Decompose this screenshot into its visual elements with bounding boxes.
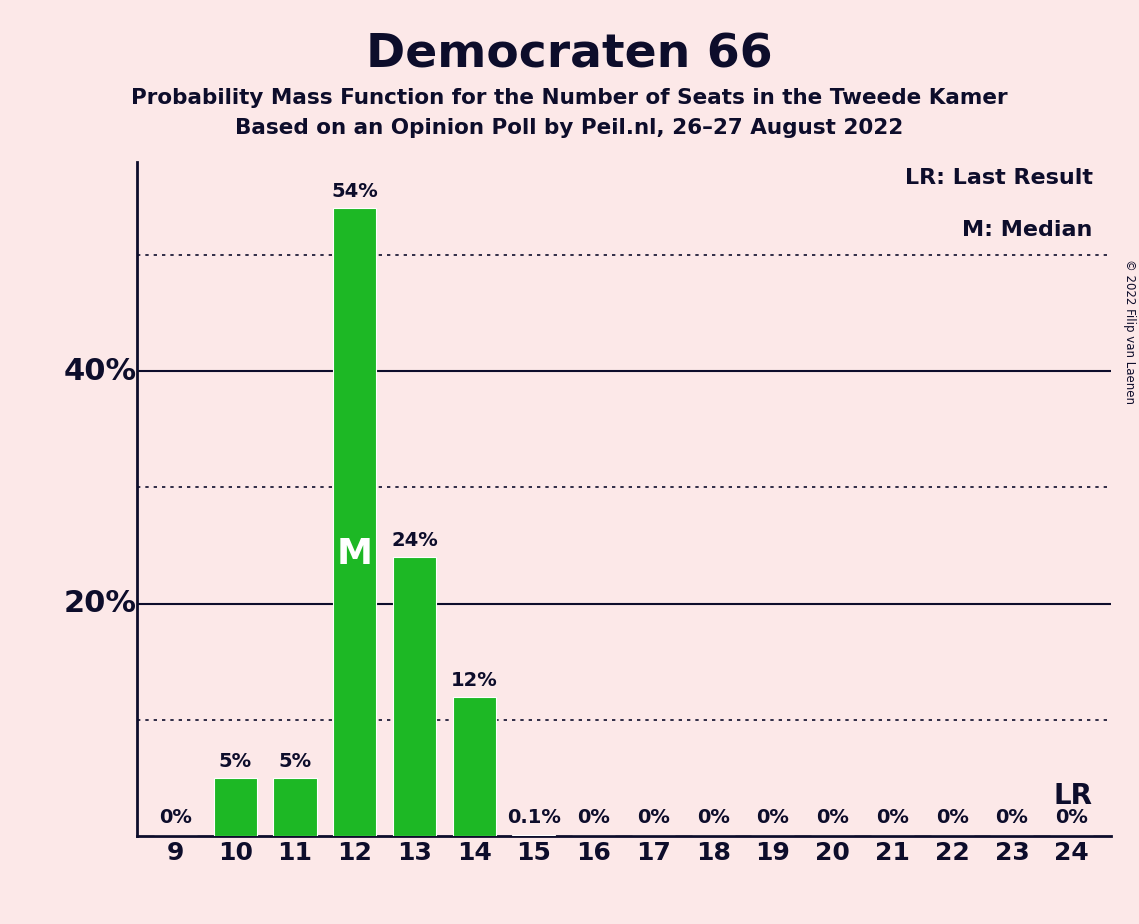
- Bar: [214, 778, 256, 836]
- Text: 0%: 0%: [995, 808, 1029, 827]
- Text: 54%: 54%: [331, 182, 378, 201]
- Text: 0%: 0%: [936, 808, 968, 827]
- Text: 24%: 24%: [391, 531, 437, 550]
- Text: 12%: 12%: [451, 671, 498, 689]
- Text: LR: LR: [1054, 782, 1092, 809]
- Text: Democraten 66: Democraten 66: [366, 32, 773, 78]
- Text: 5%: 5%: [219, 752, 252, 772]
- Text: 20%: 20%: [64, 590, 137, 618]
- Text: 0.1%: 0.1%: [507, 808, 560, 827]
- Text: LR: Last Result: LR: Last Result: [904, 167, 1092, 188]
- Bar: [393, 557, 436, 836]
- Text: Probability Mass Function for the Number of Seats in the Tweede Kamer: Probability Mass Function for the Number…: [131, 88, 1008, 108]
- Bar: [513, 835, 556, 836]
- Text: M: Median: M: Median: [962, 220, 1092, 240]
- Text: Based on an Opinion Poll by Peil.nl, 26–27 August 2022: Based on an Opinion Poll by Peil.nl, 26–…: [236, 118, 903, 139]
- Text: M: M: [337, 537, 372, 571]
- Text: 0%: 0%: [756, 808, 789, 827]
- Bar: [273, 778, 317, 836]
- Text: © 2022 Filip van Laenen: © 2022 Filip van Laenen: [1123, 259, 1137, 404]
- Text: 5%: 5%: [278, 752, 312, 772]
- Bar: [452, 697, 495, 836]
- Text: 0%: 0%: [876, 808, 909, 827]
- Text: 0%: 0%: [577, 808, 611, 827]
- Text: 0%: 0%: [697, 808, 730, 827]
- Text: 0%: 0%: [637, 808, 670, 827]
- Text: 0%: 0%: [817, 808, 850, 827]
- Text: 0%: 0%: [1055, 808, 1088, 827]
- Bar: [334, 208, 376, 836]
- Text: 0%: 0%: [159, 808, 192, 827]
- Text: 40%: 40%: [64, 357, 137, 385]
